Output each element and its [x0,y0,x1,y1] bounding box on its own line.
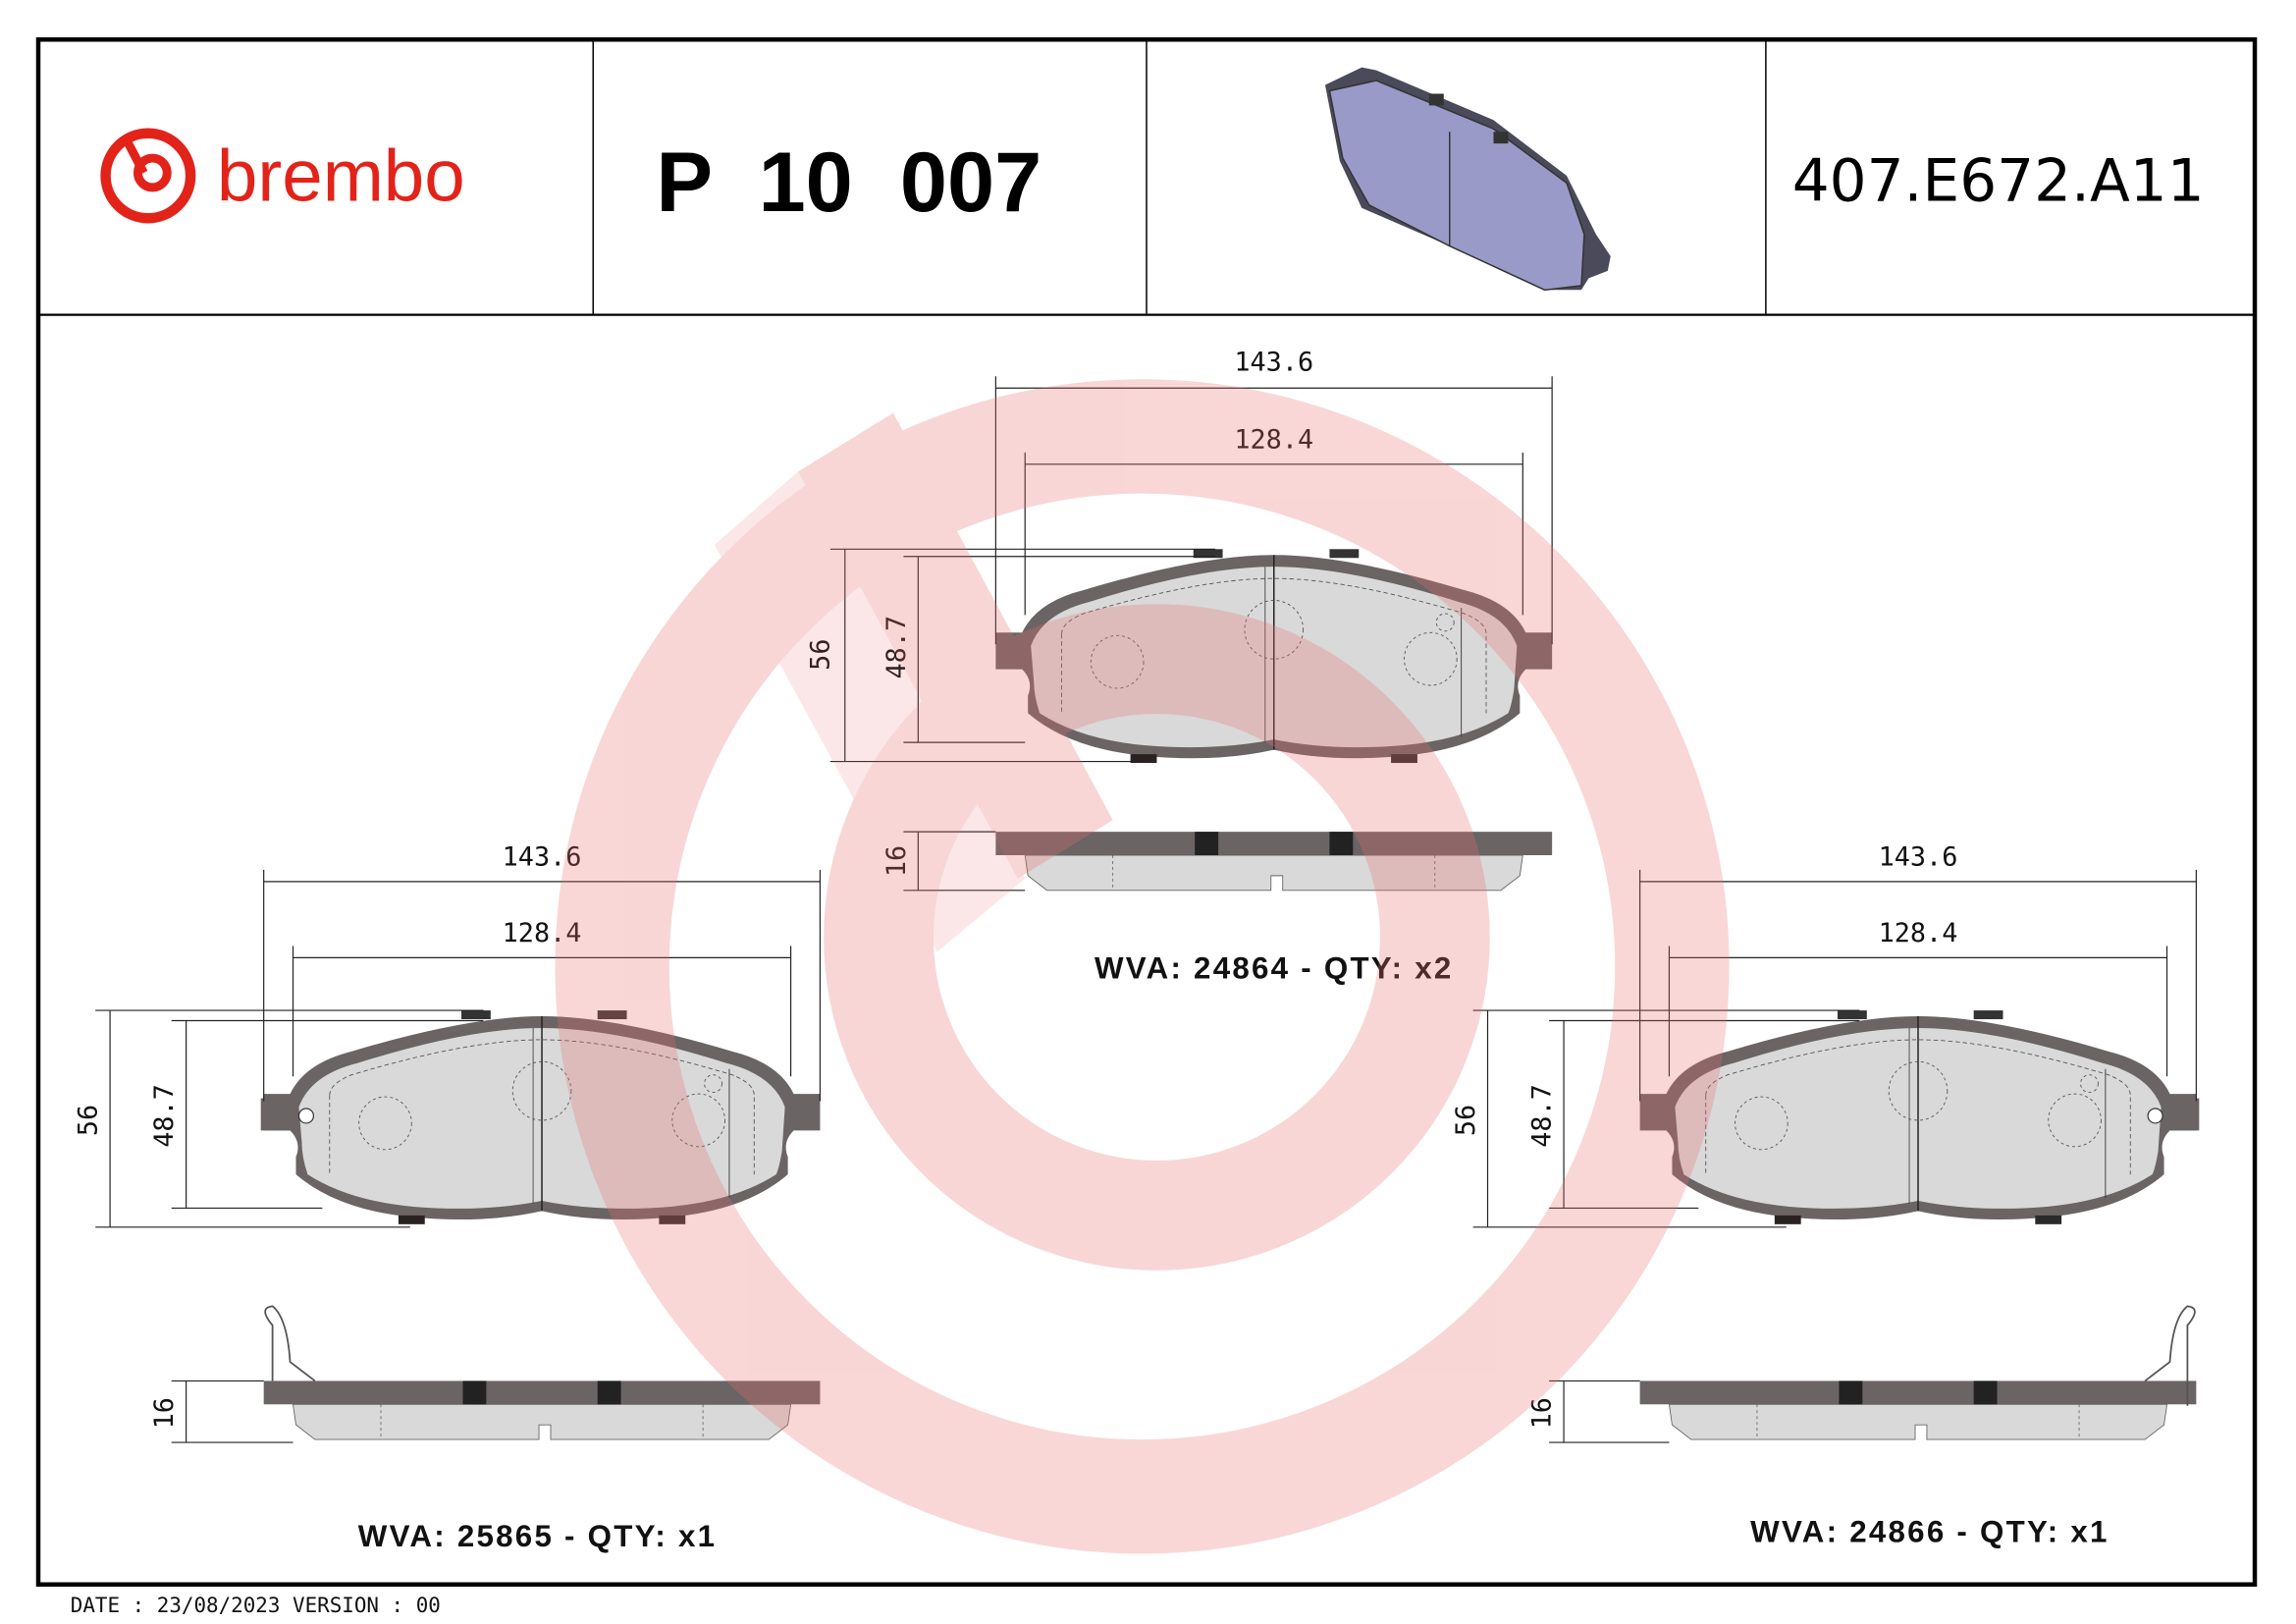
sensor-clip [260,1098,294,1131]
dimension-height-outer: 56 [1451,1105,1481,1136]
dimension-thickness: 16 [149,1397,180,1429]
sensor-clip [2166,1098,2200,1131]
brand-wordmark: brembo [217,134,465,216]
pad-drawing-3: 143.6 128.4 56 48.7 16 WVA: 24866 - QTY:… [1451,841,2200,1548]
brembo-logo-mark-icon [100,128,196,224]
dimension-width-inner: 128.4 [1879,918,1958,948]
dimension-height-outer: 56 [74,1105,104,1136]
reference-code: 407.E672.A11 [1792,147,2205,215]
wva-qty-label: WVA: 24864 - QTY: x2 [1095,950,1454,985]
date-version: DATE : 23/08/2023 VERSION : 00 [71,1594,441,1617]
dimension-lines [1472,869,2197,1443]
dimension-height-outer: 56 [805,639,835,671]
dimension-width-inner: 128.4 [1234,424,1313,455]
dimension-height-inner: 48.7 [881,616,912,679]
dimension-width-outer: 143.6 [1234,347,1313,377]
spring-clip [2144,1305,2196,1406]
pad-drawing-2: 143.6 128.4 56 48.7 16 WVA: 25865 - QTY:… [74,841,822,1553]
dimension-width-inner: 128.4 [503,918,582,948]
sensor-hole [297,1108,314,1124]
brembo-logo-inner-icon [133,153,172,192]
pad-thumbnail-image [1324,67,1611,292]
dimension-thickness: 16 [881,845,912,877]
brembo-watermark-icon [555,379,1730,1554]
wva-qty-label: WVA: 24866 - QTY: x1 [1750,1514,2109,1548]
sensor-hole [2147,1108,2163,1124]
brembo-logo-stroke-icon [122,136,148,176]
dimension-lines [829,376,1553,892]
dimension-height-inner: 48.7 [149,1084,180,1148]
pad-front-view [262,1009,822,1225]
dimension-height-inner: 48.7 [1527,1084,1558,1148]
dimension-lines [95,869,822,1443]
dimension-thickness: 16 [1527,1397,1558,1429]
spring-clip [264,1305,316,1382]
wva-qty-label: WVA: 25865 - QTY: x1 [358,1519,717,1553]
part-number: P 10 007 [656,135,1041,230]
pad-side-view [1638,1380,2198,1440]
dimension-width-outer: 143.6 [503,841,582,872]
brembo-logo: brembo [100,128,465,224]
dimension-width-outer: 143.6 [1879,841,1958,872]
pad-drawing-1: 143.6 128.4 56 48.7 16 WVA: 24864 - QTY:… [805,347,1553,985]
